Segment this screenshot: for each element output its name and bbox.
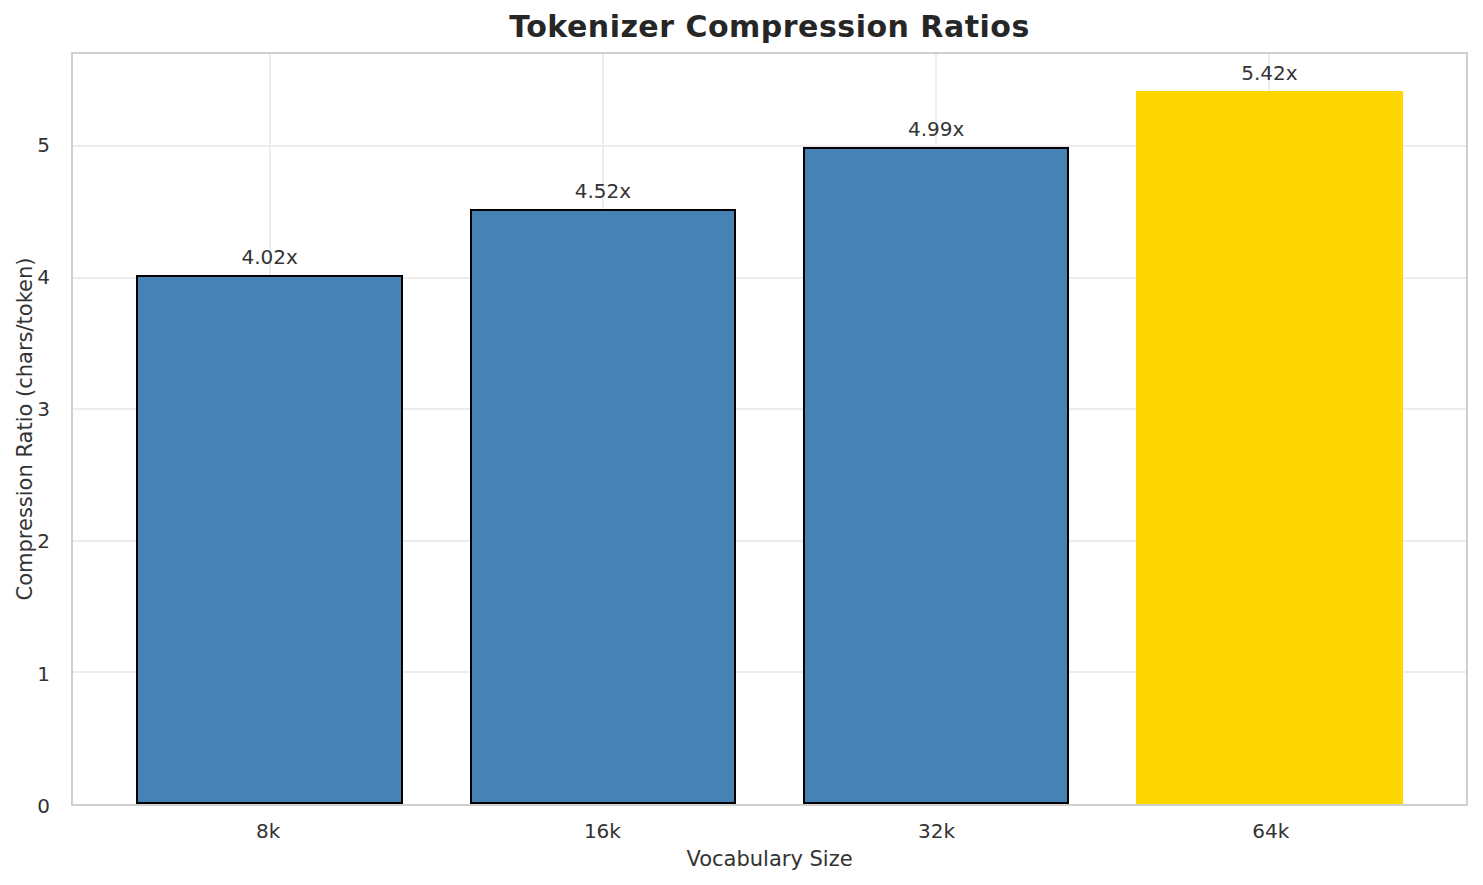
bar-value-label-16k: 4.52x — [575, 179, 631, 203]
x-tick-16k: 16k — [584, 819, 621, 843]
bar-64k — [1136, 91, 1403, 804]
plot-area: 4.02x 4.52x 4.99x 5.42x — [71, 52, 1468, 806]
x-tick-64k: 64k — [1252, 819, 1289, 843]
y-tick-2: 2 — [37, 531, 50, 551]
bar-16k — [470, 209, 737, 804]
x-axis-label: Vocabulary Size — [71, 847, 1468, 871]
y-tick-3: 3 — [37, 399, 50, 419]
bar-value-label-32k: 4.99x — [908, 117, 964, 141]
chart-title: Tokenizer Compression Ratios — [71, 9, 1468, 44]
y-tick-0: 0 — [37, 796, 50, 816]
bar-value-label-64k: 5.42x — [1241, 61, 1297, 85]
figure: Tokenizer Compression Ratios 4.02x4.52x4… — [0, 0, 1483, 885]
y-tick-1: 1 — [37, 664, 50, 684]
y-tick-5: 5 — [37, 135, 50, 155]
bar-value-label-8k: 4.02x — [241, 245, 297, 269]
x-tick-32k: 32k — [918, 819, 955, 843]
x-axis-ticks: 8k 16k 32k 64k — [71, 819, 1468, 845]
y-tick-4: 4 — [37, 267, 50, 287]
x-tick-8k: 8k — [256, 819, 280, 843]
y-axis-label: Compression Ratio (chars/token) — [13, 257, 37, 600]
bar-8k — [136, 275, 403, 804]
bar-32k — [803, 147, 1070, 804]
